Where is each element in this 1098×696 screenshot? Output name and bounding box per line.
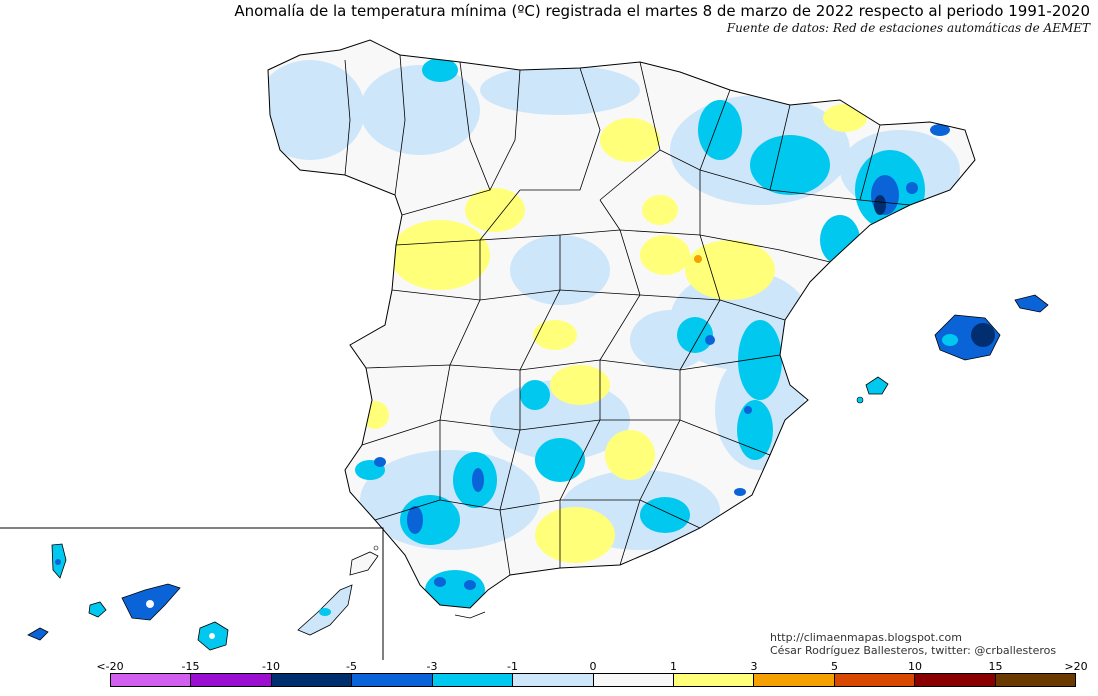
credits-author: César Rodríguez Ballesteros, twitter: @c… [770, 644, 1057, 657]
legend-swatch [834, 674, 916, 686]
legend-tick: >20 [1064, 660, 1088, 673]
data-source: Fuente de datos: Red de estaciones autom… [726, 21, 1090, 35]
legend-tick: 5 [831, 660, 838, 673]
canary-inset-frame [0, 527, 384, 660]
legend-swatch [111, 674, 192, 686]
legend-tick: 15 [988, 660, 1003, 673]
legend-swatch [754, 674, 835, 686]
legend-swatch [673, 674, 755, 686]
legend-tick: -5 [346, 660, 357, 673]
legend-tick: -15 [181, 660, 200, 673]
legend-swatch [432, 674, 514, 686]
legend-swatch [995, 674, 1076, 686]
credits: http://climaenmapas.blogspot.com César R… [770, 631, 1056, 657]
lanzarote [349, 551, 379, 576]
legend-tick: -10 [262, 660, 280, 673]
legend-tick: <-20 [96, 660, 124, 673]
legend-tick-labels: <-20 -15 -10 -5 -3 -1 0 1 3 5 10 15 >20 [0, 660, 1098, 674]
legend-swatch [593, 674, 674, 686]
legend-swatch [191, 674, 272, 686]
color-legend [110, 673, 1076, 687]
peninsula-coastline [267, 39, 976, 609]
africa-coast [454, 611, 486, 619]
legend-tick: 0 [589, 660, 597, 673]
map-title: Anomalía de la temperatura mínima (ºC) r… [234, 2, 1090, 20]
legend-swatch [915, 674, 996, 686]
legend-swatch [513, 674, 594, 686]
ibiza [865, 376, 889, 395]
legend-tick: 10 [908, 660, 922, 673]
credits-url: http://climaenmapas.blogspot.com [770, 631, 962, 644]
legend-tick: -1 [507, 660, 518, 673]
anomaly-fields [268, 58, 960, 608]
balearic-islands [856, 294, 1049, 404]
legend-tick: 3 [750, 660, 758, 673]
el-hierro [27, 627, 49, 641]
canary-islands [27, 543, 379, 651]
province-borders [344, 54, 911, 576]
legend-tick: 1 [670, 660, 677, 673]
menorca [1014, 294, 1049, 313]
legend-swatch [352, 674, 433, 686]
legend-swatch [271, 674, 353, 686]
la-gomera [88, 601, 107, 618]
legend-tick: -3 [426, 660, 438, 673]
